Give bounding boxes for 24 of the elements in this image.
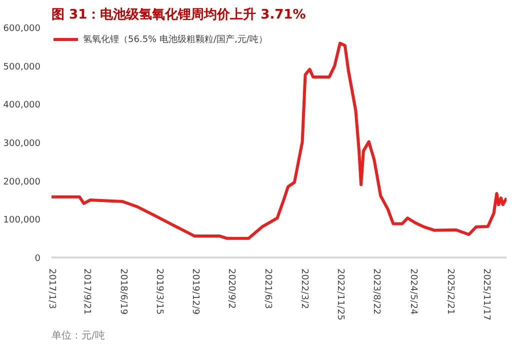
y-tick-label: 400,000 <box>3 100 41 111</box>
x-tick-label: 2022/11/25 <box>334 268 345 320</box>
text: 单位：元/吨 <box>52 330 105 342</box>
y-tick-label: 100,000 <box>3 216 41 226</box>
x-tick-label: 2021/6/3 <box>262 268 273 309</box>
y-tick-label: 500,000 <box>3 62 41 72</box>
y-tick-label: 0 <box>34 254 41 264</box>
line-series <box>52 42 506 240</box>
chart-title: 图 31：电池级氢氧化锂周均价上升 3.71% <box>52 6 306 22</box>
legend-label: 氢氧化锂（56.5% 电池级粗颗粒/国产,元/吨） <box>83 34 268 46</box>
x-tick-label: 2025/11/17 <box>480 268 491 320</box>
x-tick-label: 2025/2/21 <box>444 268 455 315</box>
x-tick-label: 2017/1/3 <box>46 268 56 309</box>
x-tick-label: 2020/9/2 <box>226 268 236 309</box>
x-tick-label: 2023/8/22 <box>371 268 382 315</box>
x-tick-label: 2024/5/24 <box>408 268 418 315</box>
x-tick-label: 2019/12/9 <box>190 268 200 315</box>
x-tick-label: 2022/3/2 <box>299 268 310 309</box>
y-tick-label: 300,000 <box>3 139 41 149</box>
y-tick-label: 600,000 <box>3 24 41 34</box>
x-tick-label: 2017/9/21 <box>81 268 92 315</box>
y-tick-label: 200,000 <box>3 177 41 188</box>
x-tick-label: 2019/3/15 <box>154 268 164 315</box>
x-tick-label: 2018/6/19 <box>118 268 128 315</box>
